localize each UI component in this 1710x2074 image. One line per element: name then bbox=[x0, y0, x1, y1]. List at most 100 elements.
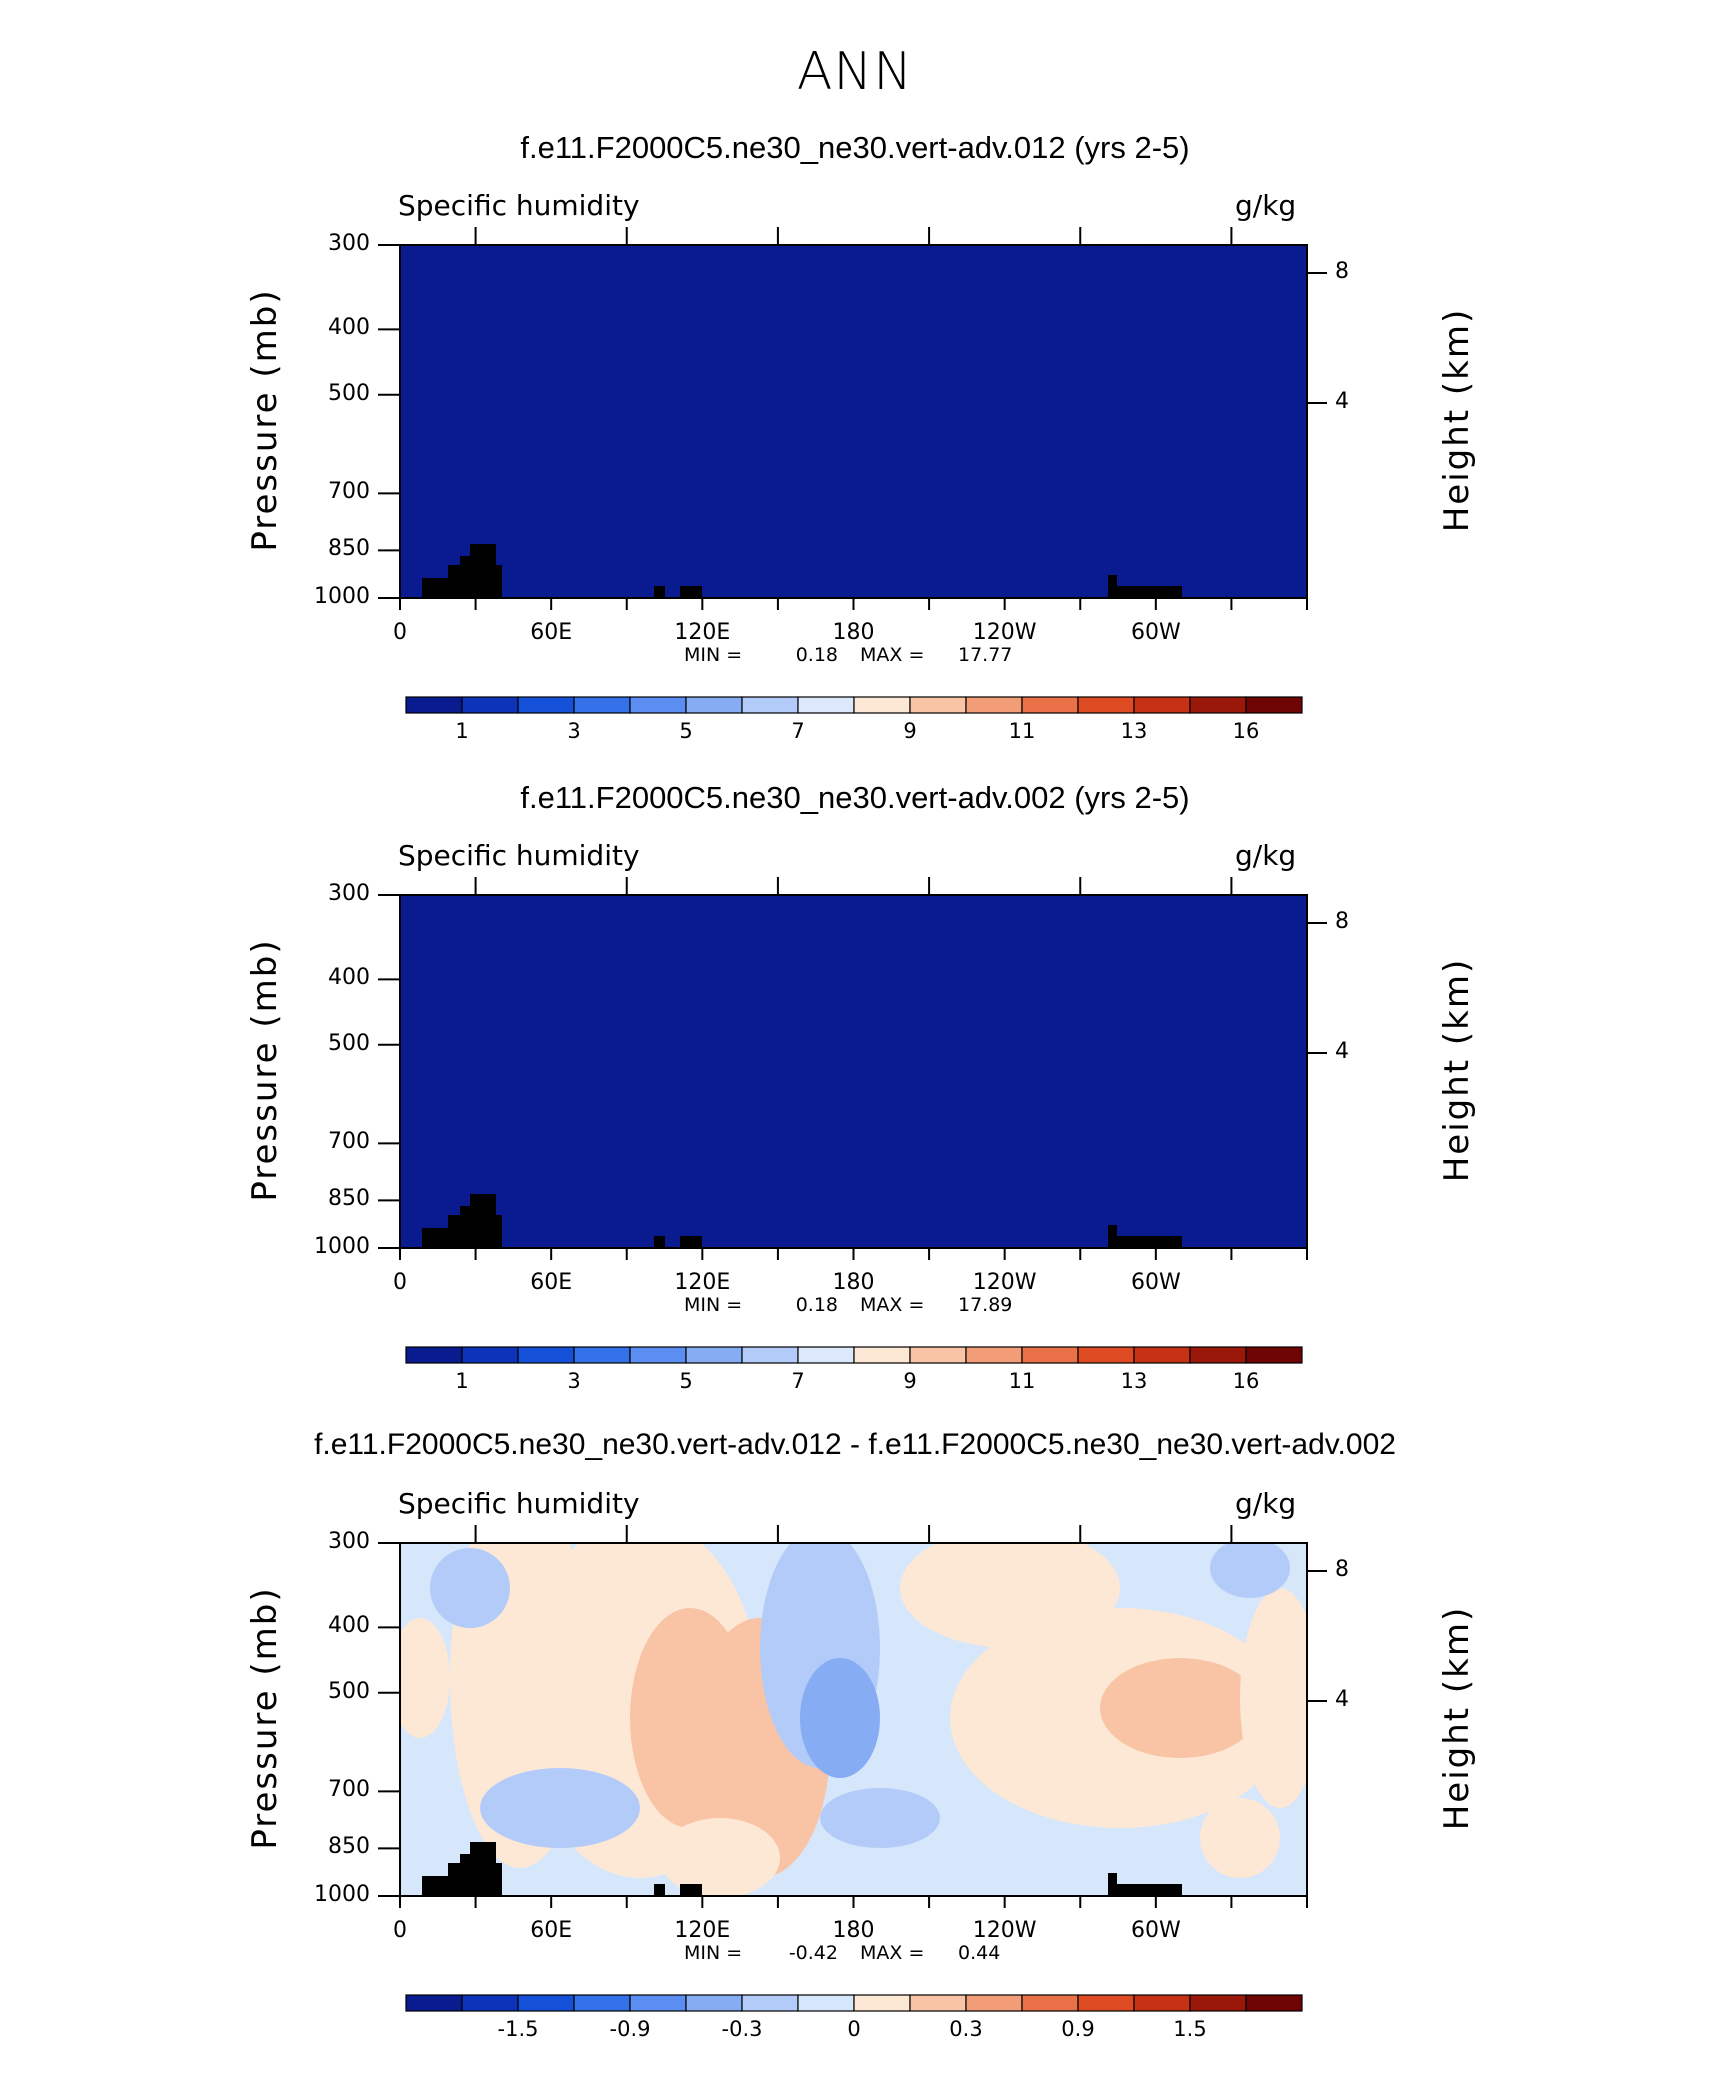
y-tick-label: 850 bbox=[328, 1834, 370, 1860]
contour-band bbox=[400, 895, 1307, 925]
y-tick-label: 500 bbox=[328, 380, 370, 406]
topography-patch bbox=[680, 1236, 702, 1248]
colorbar-tick-label: 5 bbox=[679, 719, 693, 743]
colorbar-swatch bbox=[685, 1994, 743, 2012]
contour-band bbox=[1100, 1658, 1260, 1758]
topography-patch bbox=[680, 1884, 702, 1896]
colorbar-swatch bbox=[797, 696, 855, 714]
max-label: MAX = bbox=[860, 1942, 925, 1964]
x-tick-label: 120E bbox=[674, 620, 731, 645]
min-label: MIN = bbox=[684, 1942, 743, 1964]
contour-band bbox=[400, 245, 1307, 598]
colorbar-tick-label: 3 bbox=[567, 1369, 581, 1393]
colorbar-swatch bbox=[1077, 1994, 1135, 2012]
colorbar-swatch bbox=[461, 696, 519, 714]
colorbar-swatch bbox=[1189, 1994, 1247, 2012]
chart-title: f.e11.F2000C5.ne30_ne30.vert-adv.012 (yr… bbox=[520, 130, 1190, 165]
contour-field bbox=[400, 895, 1307, 1248]
y-tick-label: 400 bbox=[328, 1613, 370, 1639]
y-tick-label: 300 bbox=[328, 231, 370, 256]
colorbar-swatch bbox=[1133, 1346, 1191, 1364]
colorbar-tick-label: 13 bbox=[1120, 1369, 1148, 1393]
colorbar-swatch bbox=[517, 696, 575, 714]
topography-africa bbox=[422, 1194, 502, 1248]
colorbar-swatch bbox=[405, 1994, 463, 2012]
max-value: 17.77 bbox=[958, 644, 1013, 666]
colorbar-swatch bbox=[685, 696, 743, 714]
max-label: MAX = bbox=[860, 1294, 925, 1316]
x-tick-label: 60W bbox=[1130, 1270, 1181, 1295]
colorbar-tick-label: 0.9 bbox=[1061, 2017, 1095, 2041]
x-tick-label: 180 bbox=[832, 1918, 875, 1943]
contour-band bbox=[1240, 1588, 1307, 1808]
min-value: -0.42 bbox=[788, 1942, 838, 1964]
y-tick-label: 700 bbox=[328, 1129, 370, 1155]
x-tick-label: 60W bbox=[1130, 620, 1181, 645]
colorbar-swatch bbox=[405, 1346, 463, 1364]
x-tick-label: 120E bbox=[674, 1918, 731, 1943]
chart-title: f.e11.F2000C5.ne30_ne30.vert-adv.012 - f… bbox=[314, 1428, 1396, 1461]
colorbar-swatch bbox=[853, 1994, 911, 2012]
colorbar-tick-label: 5 bbox=[679, 1369, 693, 1393]
colorbar-tick-label: 0.3 bbox=[949, 2017, 983, 2041]
colorbar-tick-label: 3 bbox=[567, 719, 581, 743]
x-tick-label: 120W bbox=[972, 1918, 1037, 1943]
colorbar-swatch bbox=[741, 1994, 799, 2012]
chart-svg bbox=[378, 1525, 1327, 2012]
chart-svg bbox=[378, 227, 1327, 714]
contour-band bbox=[400, 1618, 450, 1738]
colorbar-tick-label: 16 bbox=[1232, 719, 1260, 743]
colorbar-swatch bbox=[461, 1346, 519, 1364]
y-tick-label: 1000 bbox=[314, 584, 370, 609]
x-tick-label: 0 bbox=[393, 1918, 407, 1943]
topography-africa bbox=[422, 1842, 502, 1896]
y-right-tick-label: 8 bbox=[1335, 1557, 1349, 1582]
colorbar-tick-label: 16 bbox=[1232, 1369, 1260, 1393]
colorbar-swatch bbox=[1021, 696, 1079, 714]
colorbar-swatch bbox=[1133, 1994, 1191, 2012]
contour-band bbox=[820, 1788, 940, 1848]
colorbar-tick-label: 0 bbox=[847, 2017, 861, 2041]
max-label: MAX = bbox=[860, 644, 925, 666]
colorbar-swatch bbox=[965, 1994, 1023, 2012]
chart-panel-2: f.e11.F2000C5.ne30_ne30.vert-adv.002 (yr… bbox=[0, 770, 1710, 1410]
colorbar-swatch bbox=[517, 1994, 575, 2012]
max-value: 17.89 bbox=[958, 1294, 1013, 1316]
units-label: g/kg bbox=[1235, 839, 1297, 872]
colorbar-swatch bbox=[629, 1346, 687, 1364]
topography-patch bbox=[680, 586, 702, 598]
chart-title: f.e11.F2000C5.ne30_ne30.vert-adv.002 (yr… bbox=[520, 780, 1190, 815]
min-label: MIN = bbox=[684, 1294, 743, 1316]
contour-band bbox=[660, 1818, 780, 1896]
colorbar-swatch bbox=[741, 1346, 799, 1364]
x-tick-label: 60E bbox=[530, 620, 573, 645]
page-title: ANN bbox=[796, 42, 914, 102]
colorbar-swatch bbox=[909, 696, 967, 714]
x-tick-label: 120E bbox=[674, 1270, 731, 1295]
contour-band bbox=[400, 895, 1307, 1248]
topography-patch bbox=[654, 1236, 665, 1248]
y-right-tick-label: 8 bbox=[1335, 909, 1349, 934]
field-name-label: Specific humidity bbox=[398, 1487, 640, 1520]
contour-band bbox=[1210, 1543, 1290, 1598]
colorbar-swatch bbox=[405, 696, 463, 714]
contour-band bbox=[480, 1768, 640, 1848]
colorbar-swatch bbox=[1189, 696, 1247, 714]
topography-andes bbox=[1108, 575, 1182, 598]
y-right-tick-label: 4 bbox=[1335, 1039, 1349, 1064]
units-label: g/kg bbox=[1235, 1487, 1297, 1520]
y-tick-label: 700 bbox=[328, 1777, 370, 1803]
x-tick-label: 180 bbox=[832, 1270, 875, 1295]
chart-svg bbox=[378, 877, 1327, 1364]
contour-band bbox=[800, 1658, 880, 1778]
y-axis-title: Pressure (mb) bbox=[245, 1585, 285, 1850]
colorbar-tick-label: 13 bbox=[1120, 719, 1148, 743]
y-tick-label: 400 bbox=[328, 315, 370, 341]
colorbar-tick-label: 11 bbox=[1008, 719, 1036, 743]
y-axis-title: Pressure (mb) bbox=[245, 287, 285, 552]
colorbar-swatch bbox=[1245, 1994, 1303, 2012]
colorbar-swatch bbox=[741, 696, 799, 714]
colorbar-swatch bbox=[629, 1994, 687, 2012]
colorbar-swatch bbox=[909, 1994, 967, 2012]
colorbar-swatch bbox=[1189, 1346, 1247, 1364]
